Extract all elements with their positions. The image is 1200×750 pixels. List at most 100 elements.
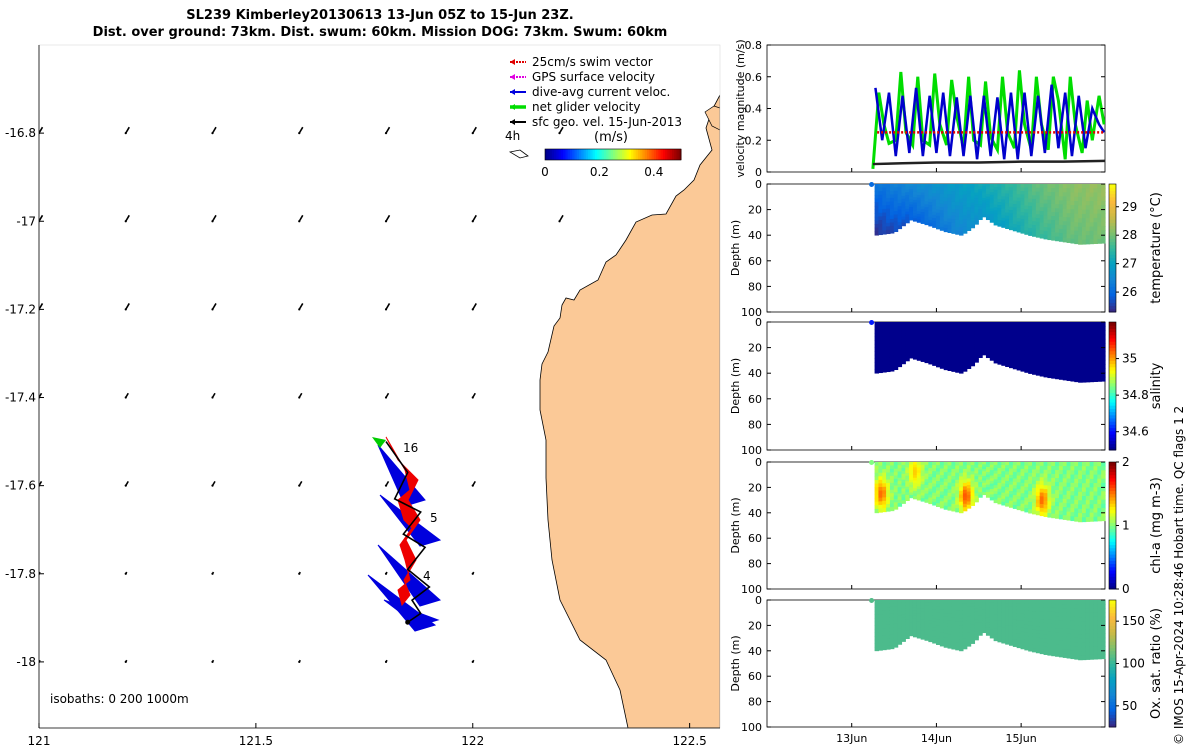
oxygen-cell xyxy=(936,628,941,633)
chl-a-cell xyxy=(966,485,972,489)
oxygen-cell xyxy=(1043,600,1048,605)
chl-a-cell xyxy=(912,488,918,492)
chl-a-cell xyxy=(1101,507,1106,513)
chl-a-colorbar-cell xyxy=(1109,579,1116,584)
salinity-cell xyxy=(1081,351,1087,357)
chl-a-cell xyxy=(901,497,906,501)
oxygen-cell xyxy=(1005,618,1010,623)
salinity-cell xyxy=(1089,322,1095,327)
map-colorbar-cell xyxy=(560,149,564,160)
temperature-cell xyxy=(889,211,895,217)
temperature-cell xyxy=(889,184,895,189)
salinity-cell xyxy=(889,360,895,365)
temperature-colorbar-cell xyxy=(1109,308,1116,313)
geo-velocity-vector-base xyxy=(211,308,214,311)
oxygen-cell xyxy=(909,622,914,627)
chl-a-cell xyxy=(1047,477,1052,483)
temperature-cell xyxy=(1051,216,1056,221)
temperature-cell xyxy=(874,191,880,196)
oxygen-cell xyxy=(974,628,979,632)
oxygen-cell xyxy=(936,622,941,626)
oxygen-cell xyxy=(1078,621,1083,627)
salinity-cell xyxy=(1070,338,1075,344)
temperature-cell xyxy=(1066,221,1072,227)
oxygen-cell xyxy=(970,609,976,613)
oxygen-cell xyxy=(874,625,880,630)
salinity-cell xyxy=(920,333,926,337)
salinity-colorbar-cell xyxy=(1109,360,1116,365)
oxygen-cell xyxy=(878,635,883,640)
chl-a-cell xyxy=(947,462,952,467)
salinity-cell xyxy=(928,345,933,350)
salinity-cell xyxy=(1047,349,1052,355)
temperature-cell xyxy=(905,197,910,202)
oxygen-cell xyxy=(1070,620,1075,626)
temperature-cell xyxy=(893,197,899,202)
oxygen-cell xyxy=(1001,603,1006,607)
temperature-cell xyxy=(889,208,895,213)
oxygen-cell xyxy=(1039,607,1045,613)
temperature-cell xyxy=(1062,192,1068,197)
chl-a-cell xyxy=(962,472,968,477)
salinity-cell xyxy=(1078,326,1083,332)
chl-a-cell xyxy=(1012,478,1018,483)
temperature-cell xyxy=(939,210,945,215)
temperature-cell xyxy=(1062,225,1068,230)
temperature-cell xyxy=(1058,208,1064,214)
salinity-cell xyxy=(909,347,914,351)
temperature-cell xyxy=(1032,206,1037,211)
chl-a-colorbar-cell xyxy=(1109,496,1116,501)
map-colorbar-cell xyxy=(619,149,623,160)
chl-a-cell xyxy=(1032,491,1037,496)
oxygen-cell xyxy=(1089,608,1095,614)
salinity-cell xyxy=(936,328,941,333)
temperature-cell xyxy=(959,213,964,218)
chl-a-y-tick-label: 0 xyxy=(755,456,762,469)
geo-velocity-vector xyxy=(472,214,477,222)
chl-a-colorbar-cell xyxy=(1109,490,1116,495)
temperature-cell xyxy=(1039,234,1045,239)
temperature-cell xyxy=(997,199,1002,203)
chl-a-cell xyxy=(943,492,949,497)
oxygen-cell xyxy=(1093,646,1098,652)
chl-a-cell xyxy=(1035,480,1041,486)
chl-a-cell xyxy=(928,464,933,469)
chl-a-cell xyxy=(920,484,926,488)
isobaths-label: isobaths: 0 200 1000m xyxy=(50,692,189,706)
temperature-cell xyxy=(1101,234,1106,240)
chl-a-cell xyxy=(1089,466,1095,472)
oxygen-colorbar-cell xyxy=(1109,660,1116,664)
temperature-colorbar-cell xyxy=(1109,184,1116,188)
salinity-cell xyxy=(962,357,968,362)
oxygen-cell xyxy=(1035,630,1041,635)
chl-a-cell xyxy=(897,499,903,504)
salinity-cell xyxy=(943,338,949,343)
oxygen-cell xyxy=(1035,622,1041,627)
salinity-cell xyxy=(993,330,999,335)
salinity-cell xyxy=(1081,377,1087,383)
temperature-cell xyxy=(993,189,999,194)
salinity-cell xyxy=(978,349,983,353)
chl-a-cell xyxy=(997,497,1002,502)
salinity-cell xyxy=(939,322,945,326)
island xyxy=(704,105,720,131)
chl-a-cell xyxy=(939,488,945,493)
oxygen-cell xyxy=(1039,611,1045,616)
temperature-cell xyxy=(924,195,929,200)
oxygen-cell xyxy=(962,620,968,625)
oxygen-cell xyxy=(1005,609,1010,614)
oxygen-cell xyxy=(978,630,983,634)
temperature-cell xyxy=(962,184,968,189)
oxygen-colorbar-cell xyxy=(1109,669,1116,674)
chl-a-cell xyxy=(1028,505,1033,510)
oxygen-colorbar-cell xyxy=(1109,676,1116,680)
oxygen-cell xyxy=(1070,604,1075,609)
temperature-cell xyxy=(1058,204,1064,210)
chl-a-cell xyxy=(874,498,880,503)
salinity-cell xyxy=(951,360,956,365)
salinity-colorbar-frame xyxy=(1108,321,1117,451)
oxygen-cell xyxy=(1051,647,1056,653)
salinity-cell xyxy=(1062,367,1068,373)
oxygen-cell xyxy=(982,606,987,610)
